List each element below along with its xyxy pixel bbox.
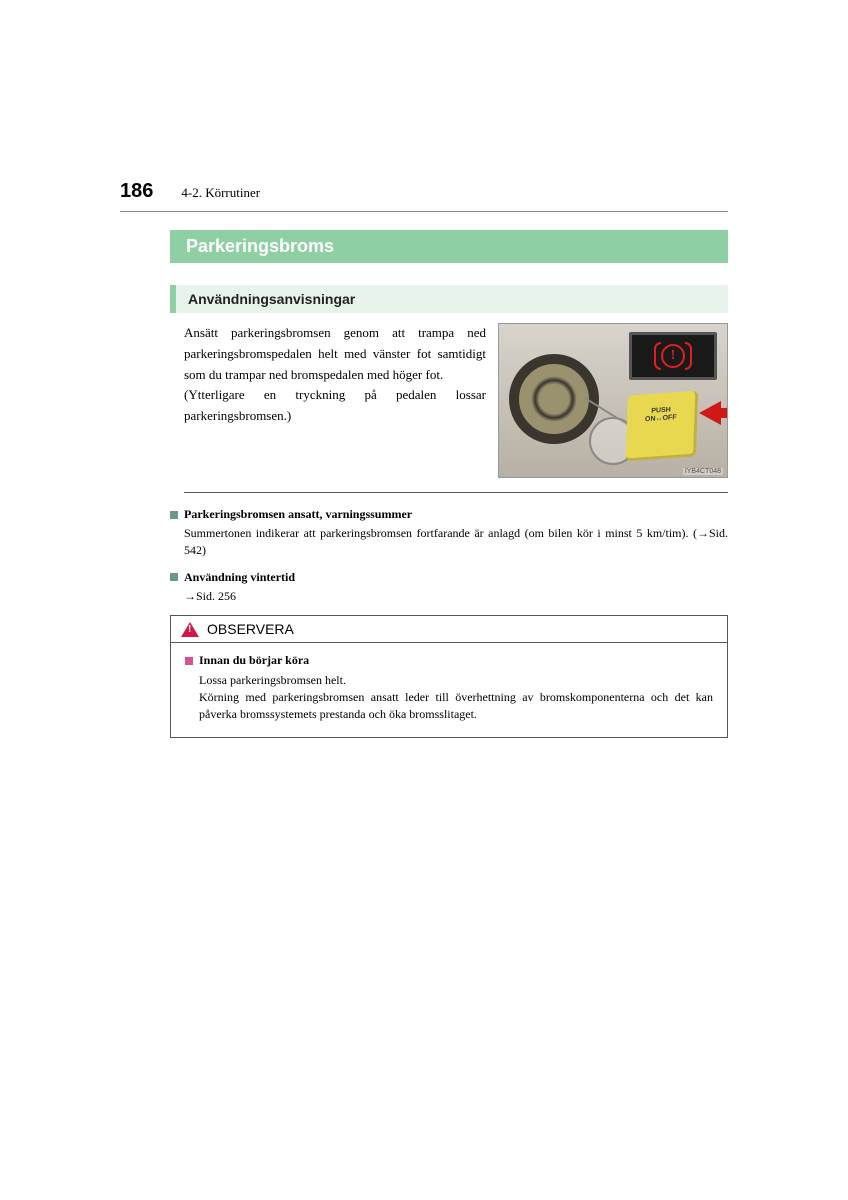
title-bar: Parkeringsbroms [170, 230, 728, 263]
arrow-icon [699, 401, 721, 425]
figure-code: IYB4CT048 [683, 468, 723, 475]
obs-title-text: Innan du börjar köra [199, 653, 309, 668]
observera-box: OBSERVERA Innan du börjar köra Lossa par… [170, 615, 728, 737]
note-title-text-2: Användning vintertid [184, 570, 295, 585]
note-body-2: →Sid. 256 [184, 588, 728, 605]
pink-bullet-icon [185, 657, 193, 665]
page-header: 186 4-2. Körrutiner [120, 180, 728, 212]
section-label: 4-2. Körrutiner [181, 185, 260, 201]
note-block-1: Parkeringsbromsen ansatt, varningssummer… [170, 507, 728, 560]
obs-item-title: Innan du börjar köra [185, 653, 713, 668]
dashboard-screen: ! [629, 332, 717, 380]
content-row: Ansätt parkeringsbromsen genom att tramp… [184, 323, 728, 493]
pedal-label-line2: ON↔OFF [645, 414, 677, 423]
body-para-1: Ansätt parkeringsbromsen genom att tramp… [184, 323, 486, 385]
brake-warning-icon: ! [661, 344, 685, 368]
warning-triangle-icon [181, 622, 199, 637]
note-body-1: Summertonen indikerar att parkeringsbrom… [184, 525, 728, 560]
subsection-bar: Användningsanvisningar [170, 285, 728, 313]
pedal-area: PUSH ON↔OFF [626, 391, 699, 462]
obs-line-2: Körning med parkeringsbromsen ansatt led… [199, 689, 713, 723]
body-para-2: (Ytterligare en tryckning på pedalen los… [184, 385, 486, 427]
note-title-2: Användning vintertid [170, 570, 728, 585]
note-title-text-1: Parkeringsbromsen ansatt, varningssummer [184, 507, 412, 522]
observera-label: OBSERVERA [207, 621, 294, 637]
observera-body: Innan du börjar köra Lossa parkeringsbro… [171, 643, 727, 736]
square-bullet-icon [170, 573, 178, 581]
page-container: 186 4-2. Körrutiner Parkeringsbroms Anvä… [120, 180, 728, 738]
square-bullet-icon [170, 511, 178, 519]
observera-header: OBSERVERA [171, 616, 727, 643]
body-text: Ansätt parkeringsbromsen genom att tramp… [184, 323, 486, 478]
pedal-label: PUSH ON↔OFF [627, 405, 695, 425]
note-block-2: Användning vintertid →Sid. 256 [170, 570, 728, 605]
note-title-1: Parkeringsbromsen ansatt, varningssummer [170, 507, 728, 522]
page-number: 186 [120, 180, 153, 203]
dashboard-figure: ! PUSH ON↔OFF IYB4CT048 [498, 323, 728, 478]
obs-line-1: Lossa parkeringsbromsen helt. [199, 672, 713, 689]
